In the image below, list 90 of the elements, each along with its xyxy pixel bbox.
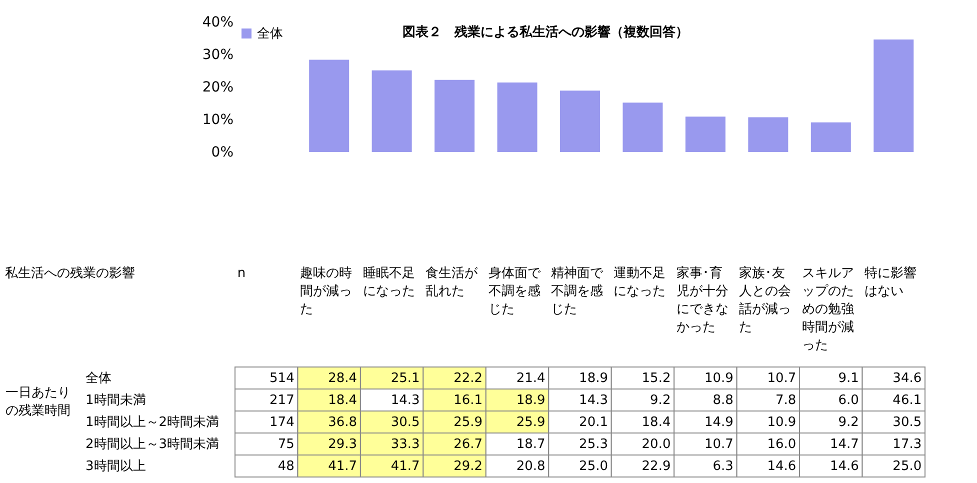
data-label: 9.1 (838, 371, 859, 386)
data-label: 25.1 (390, 371, 420, 386)
y-tick-label: 3時間以上 (86, 459, 146, 474)
y-tick-label: 30% (202, 47, 234, 63)
x-tick-label: n (237, 266, 246, 281)
bar (434, 80, 475, 152)
y-tick-label: 10% (202, 112, 234, 128)
data-label: 22.2 (454, 371, 483, 386)
data-label: 7.8 (775, 393, 796, 408)
data-label: 25.0 (579, 459, 608, 474)
data-label: 8.8 (712, 393, 734, 408)
data-label: 41.7 (328, 459, 358, 474)
x-tick-label: 身体面で不調を感じた (488, 266, 542, 317)
data-label: 6.3 (712, 459, 734, 474)
data-label: 29.3 (328, 437, 358, 452)
chart-title: 図表２ 残業による私生活への影響（複数回答） (402, 24, 688, 40)
data-label: 25.9 (516, 415, 546, 430)
data-label: 16.1 (454, 393, 483, 408)
x-tick-label: スキルアップのための勉強時間が減った (802, 266, 854, 353)
x-tick-label: 家族･友人との会話が減った (739, 265, 792, 335)
text: 私生活への残業の影響 (5, 266, 135, 281)
data-label: 41.7 (390, 459, 420, 474)
data-label: 75 (278, 437, 294, 452)
legend-label: 全体 (257, 26, 283, 42)
data-label: 46.1 (892, 393, 922, 408)
y-tick-label: 40% (202, 14, 234, 30)
data-label: 217 (270, 393, 294, 408)
data-label: 14.3 (579, 393, 608, 408)
y-tick-label: 0% (211, 144, 234, 160)
x-tick-label: 特に影響はない (864, 266, 917, 299)
data-label: 34.6 (892, 371, 922, 386)
data-label: 30.5 (390, 415, 420, 430)
y-tick-label: 1時間未満 (86, 393, 146, 408)
data-label: 20.8 (516, 459, 546, 474)
bar (810, 122, 851, 152)
data-label: 18.4 (328, 393, 358, 408)
data-label: 14.6 (767, 459, 796, 474)
data-label: 9.2 (650, 393, 671, 408)
y-axis-title: 一日あたりの残業時間 (6, 386, 70, 418)
data-label: 25.9 (454, 415, 483, 430)
data-label: 16.0 (767, 437, 796, 452)
x-tick-label: 食生活が乱れた (426, 266, 479, 299)
y-tick-label: 2時間以上～3時間未満 (86, 437, 220, 452)
data-label: 18.4 (642, 415, 671, 430)
data-label: 29.2 (454, 459, 483, 474)
data-label: 18.9 (516, 393, 546, 408)
bar (748, 117, 788, 152)
x-tick-label: 運動不足になった (614, 266, 666, 299)
data-label: 18.9 (579, 371, 608, 386)
data-label: 25.3 (579, 437, 608, 452)
data-label: 20.1 (579, 415, 608, 430)
data-label: 22.9 (642, 459, 671, 474)
data-label: 10.7 (704, 437, 734, 452)
x-tick-label: 趣味の時間が減った (300, 266, 352, 317)
bar (309, 60, 350, 152)
bar (685, 116, 726, 152)
data-label: 174 (270, 415, 294, 430)
data-label: 36.8 (328, 415, 358, 430)
x-tick-label: 精神面で不調を感じた (551, 266, 604, 317)
bar (622, 102, 663, 152)
data-label: 15.2 (642, 371, 671, 386)
data-label: 18.7 (516, 437, 546, 452)
data-label: 514 (270, 371, 294, 386)
x-tick-label: 家事･育児が十分にできなかった (676, 265, 728, 335)
data-label: 30.5 (892, 415, 922, 430)
data-label: 10.9 (704, 371, 734, 386)
bar (874, 40, 914, 152)
bar (497, 82, 538, 152)
data-label: 21.4 (516, 371, 546, 386)
y-tick-label: 1時間以上～2時間未満 (86, 415, 220, 430)
data-label: 9.2 (838, 415, 859, 430)
data-label: 17.3 (892, 437, 922, 452)
data-label: 25.0 (892, 459, 922, 474)
bar (560, 90, 600, 152)
data-label: 20.0 (642, 437, 671, 452)
data-label: 10.7 (767, 371, 796, 386)
data-label: 14.9 (704, 415, 734, 430)
data-label: 10.9 (767, 415, 796, 430)
data-label: 48 (278, 459, 294, 474)
data-label: 14.7 (830, 437, 859, 452)
data-label: 33.3 (390, 437, 420, 452)
bar (372, 70, 412, 152)
y-tick-label: 20% (202, 80, 234, 96)
y-tick-label: 全体 (86, 371, 112, 386)
data-label: 26.7 (454, 437, 483, 452)
data-label: 28.4 (328, 371, 358, 386)
x-tick-label: 睡眠不足になった (362, 266, 415, 299)
data-label: 6.0 (838, 393, 859, 408)
data-label: 14.6 (830, 459, 859, 474)
data-label: 14.3 (390, 393, 420, 408)
